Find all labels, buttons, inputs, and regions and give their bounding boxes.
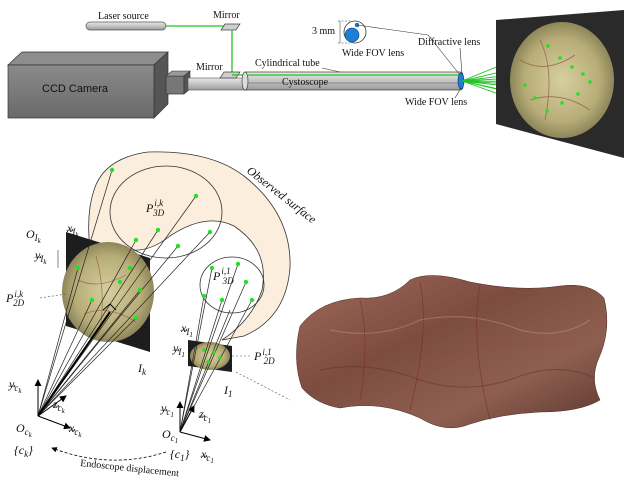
projection-image [496,10,624,158]
cylindrical-tube [241,71,464,91]
frame-ck-label: {ck} [14,443,33,459]
x-ck-label: →xck [66,421,82,439]
wide-fov-lens-top-label: Wide FOV lens [342,48,404,59]
camera-frame-k [34,379,71,430]
y-ck-label: →yck [6,377,22,395]
image-1-label: I1 [223,383,233,399]
x-c1-label: →xc1 [198,447,214,465]
o-ck-label: Ock [16,421,33,439]
rays-k [37,169,211,417]
displacement-label: Endoscope displacement [80,458,180,479]
cylindrical-tube-label: Cylindrical tube [255,58,320,69]
displacement-arc [51,447,167,461]
o-c1-label: Oc1 [162,427,178,445]
p2d-ik-label: Pi,k 2D [5,289,25,308]
laser-source [85,21,167,31]
observed-surface [88,151,291,341]
ccd-camera [7,51,191,119]
cystoscope-label: Cystoscope [282,77,329,88]
image-k-label: Ik [137,361,147,377]
z-ck-label: →zck [50,397,66,415]
feature-points [75,167,255,364]
x-i1-label: →xI1 [178,321,193,339]
mirror-top [220,23,241,31]
y-ik-label: →yIk [32,248,47,266]
laser-source-label: Laser source [98,11,149,22]
mirror-top-label: Mirror [213,10,240,21]
frame-c1-label: {c1} [170,447,190,463]
x-ik-label: →xIk [64,221,79,239]
wide-fov-lens-bottom-label: Wide FOV lens [405,97,467,108]
p3d-ik-label: Pi,k 3D [145,198,165,218]
y-i1-label: →yI1 [170,341,185,359]
o-ik-label: OIk [26,227,42,245]
z-c1-label: →zc1 [196,407,211,425]
lens-inset [338,20,367,44]
p2d-i1-label: Pi,1 2D [253,347,275,366]
three-mm-label: 3 mm [312,26,335,37]
image-plane-1 [188,340,232,372]
y-c1-label: →yc1 [158,401,174,419]
bladder-reconstruction [296,275,608,429]
setup-panel: Laser source Mirror CCD Camera Mirror [7,10,624,158]
principal-axis-k [37,311,111,417]
ccd-camera-label: CCD Camera [42,83,109,95]
diffractive-lens-label: Diffractive lens [418,37,480,48]
surface-region-k [109,165,223,259]
mirror-mid [219,71,241,79]
geometry-panel: Observed surface Pi,k 3D Pi,1 3D [5,151,320,479]
mirror-mid-label: Mirror [196,62,223,73]
camera-rod [187,77,249,91]
camera-frame-1 [176,401,211,442]
p3d-i1-label: Pi,1 3D [212,266,234,286]
